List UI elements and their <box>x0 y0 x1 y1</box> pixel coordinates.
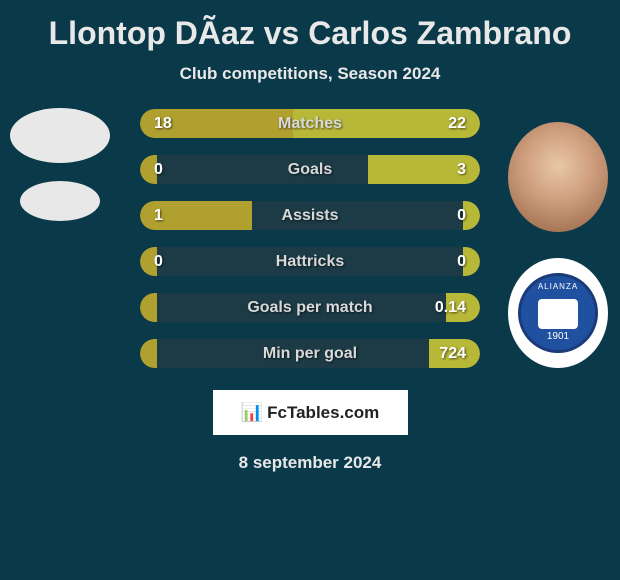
branding-icon: 📊 <box>241 402 263 423</box>
stat-bar: 724 Min per goal <box>140 339 480 368</box>
bar-value-left: 18 <box>154 115 172 133</box>
stat-bar: 18 22 Matches <box>140 109 480 138</box>
bar-value-right: 22 <box>448 115 466 133</box>
comparison-title: Llontop DÃ­az vs Carlos Zambrano <box>0 15 620 52</box>
bar-label: Min per goal <box>263 345 357 363</box>
bar-value-right: 0 <box>457 253 466 271</box>
stats-area: 18 22 Matches 0 3 Goals 1 0 Assists 0 0 Hattricks 0.… <box>0 109 620 368</box>
bar-fill-left <box>140 339 157 368</box>
bar-label: Goals per match <box>247 299 372 317</box>
bar-label: Assists <box>282 207 339 225</box>
bar-value-right: 3 <box>457 161 466 179</box>
branding-badge: 📊 FcTables.com <box>213 390 408 435</box>
stat-bar: 1 0 Assists <box>140 201 480 230</box>
bar-fill-left <box>140 293 157 322</box>
branding-text: FcTables.com <box>267 403 379 423</box>
stat-bar: 0 3 Goals <box>140 155 480 184</box>
comparison-subtitle: Club competitions, Season 2024 <box>0 64 620 84</box>
bar-value-right: 0.14 <box>435 299 466 317</box>
bar-value-left: 0 <box>154 161 163 179</box>
stat-bar: 0.14 Goals per match <box>140 293 480 322</box>
comparison-date: 8 september 2024 <box>0 453 620 473</box>
bar-label: Matches <box>278 115 342 133</box>
bar-value-right: 724 <box>439 345 466 363</box>
bar-label: Hattricks <box>276 253 344 271</box>
bar-label: Goals <box>288 161 332 179</box>
bar-value-left: 0 <box>154 253 163 271</box>
bar-value-right: 0 <box>457 207 466 225</box>
bar-value-left: 1 <box>154 207 163 225</box>
stat-bar: 0 0 Hattricks <box>140 247 480 276</box>
